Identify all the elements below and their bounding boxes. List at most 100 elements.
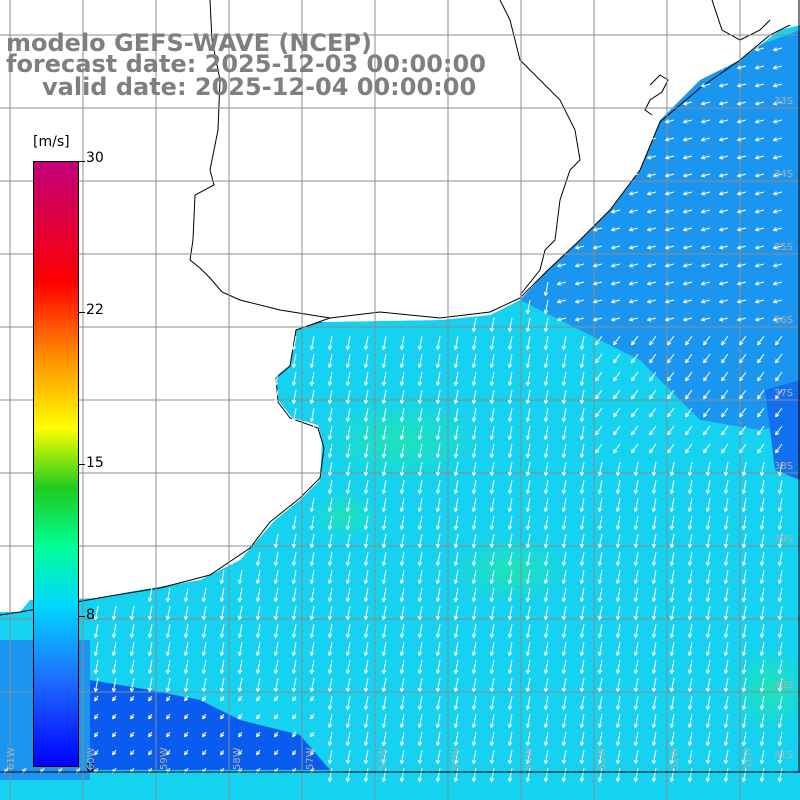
- wind-arrow: [561, 335, 567, 351]
- wind-arrow: [435, 389, 441, 405]
- wind-arrow: [291, 587, 297, 603]
- wind-arrow: [202, 695, 207, 702]
- wind-arrow: [777, 587, 783, 603]
- wind-arrow: [435, 461, 441, 477]
- wind-arrow: [669, 749, 675, 765]
- wind-arrow: [772, 101, 783, 106]
- wind-arrow: [525, 389, 531, 405]
- wind-arrow: [130, 731, 135, 738]
- wind-arrow: [471, 335, 477, 351]
- wind-arrow: [309, 587, 315, 603]
- lat-label: 37S: [774, 388, 794, 399]
- wind-arrow: [399, 695, 405, 711]
- wind-arrow: [165, 641, 171, 657]
- wind-arrow: [579, 425, 585, 441]
- wind-arrow: [345, 461, 351, 477]
- wind-arrow: [777, 515, 783, 531]
- wind-arrow: [525, 443, 531, 459]
- wind-arrow: [685, 335, 693, 346]
- wind-arrow: [309, 407, 315, 423]
- wind-arrow: [700, 137, 711, 142]
- wind-arrow: [327, 713, 333, 729]
- wind-arrow: [574, 281, 585, 286]
- wind-arrow: [543, 515, 549, 531]
- wind-arrow: [489, 515, 495, 531]
- wind-arrow: [489, 695, 495, 711]
- wind-arrow: [664, 245, 675, 250]
- wind-arrow: [628, 281, 639, 286]
- wind-arrow: [772, 83, 783, 88]
- wind-arrow: [579, 677, 585, 693]
- wind-arrow: [399, 767, 405, 783]
- country-border: [499, 0, 581, 296]
- wind-arrow: [561, 659, 567, 675]
- wind-arrow: [381, 515, 387, 531]
- low-wind-zone-east: [765, 380, 800, 480]
- wind-arrow: [700, 173, 711, 178]
- wind-arrow: [592, 317, 603, 322]
- wind-arrow: [649, 425, 657, 436]
- lat-label: 33S: [774, 96, 794, 107]
- wind-arrow: [631, 353, 639, 364]
- wind-arrow: [219, 623, 225, 639]
- wind-arrow: [507, 587, 513, 603]
- forecast-date: forecast date: 2025-12-03 00:00:00: [6, 50, 486, 78]
- wind-arrow: [471, 659, 477, 675]
- wind-arrow: [147, 587, 153, 603]
- wind-arrow: [613, 371, 621, 382]
- wind-arrow: [291, 605, 297, 621]
- lat-label: 35S: [774, 242, 794, 253]
- wind-arrow: [561, 533, 567, 549]
- wind-arrow: [363, 407, 369, 423]
- wind-arrow: [309, 533, 315, 549]
- wind-arrow: [723, 587, 729, 603]
- wind-arrow: [435, 497, 441, 513]
- wind-arrow: [777, 623, 783, 639]
- wind-arrow: [772, 119, 783, 124]
- wind-arrow: [757, 389, 765, 400]
- wind-arrow: [664, 119, 675, 124]
- wind-arrow: [777, 677, 783, 693]
- wind-arrow: [615, 767, 621, 783]
- wind-arrow: [759, 731, 765, 747]
- wind-arrow: [646, 227, 657, 232]
- wind-arrow: [525, 425, 531, 441]
- wind-arrow: [741, 749, 747, 765]
- wind-arrow: [345, 389, 351, 405]
- wind-arrow: [183, 605, 189, 621]
- wind-arrow: [363, 533, 369, 549]
- wind-arrow: [471, 695, 477, 711]
- wind-arrow: [651, 533, 657, 549]
- wind-arrow: [777, 713, 783, 729]
- wind-arrow: [381, 335, 387, 351]
- wind-arrow: [754, 209, 765, 214]
- wind-arrow: [525, 299, 531, 315]
- wind-arrow: [256, 713, 261, 720]
- wind-arrow: [723, 767, 729, 783]
- wind-arrow: [610, 263, 621, 268]
- wind-arrow: [759, 767, 765, 783]
- wind-arrow: [772, 245, 783, 250]
- wind-arrow: [148, 731, 153, 738]
- wind-arrow: [417, 515, 423, 531]
- wind-arrow: [595, 371, 603, 382]
- wind-arrow: [543, 605, 549, 621]
- wind-arrow: [363, 641, 369, 657]
- wind-arrow: [453, 425, 459, 441]
- wind-arrow: [687, 623, 693, 639]
- wind-arrow: [723, 749, 729, 765]
- wind-arrow: [633, 641, 639, 657]
- wind-arrow: [700, 263, 711, 268]
- wind-arrow: [718, 245, 729, 250]
- wind-arrow: [327, 479, 333, 495]
- wind-arrow: [777, 767, 783, 783]
- wind-arrow: [327, 551, 333, 567]
- wind-arrow: [759, 551, 765, 567]
- wind-arrow: [651, 587, 657, 603]
- wind-arrow: [220, 731, 225, 738]
- wind-arrow: [718, 299, 729, 304]
- wind-arrow: [183, 623, 189, 639]
- wind-arrow: [345, 587, 351, 603]
- wind-arrow: [274, 749, 279, 756]
- wind-arrow: [651, 713, 657, 729]
